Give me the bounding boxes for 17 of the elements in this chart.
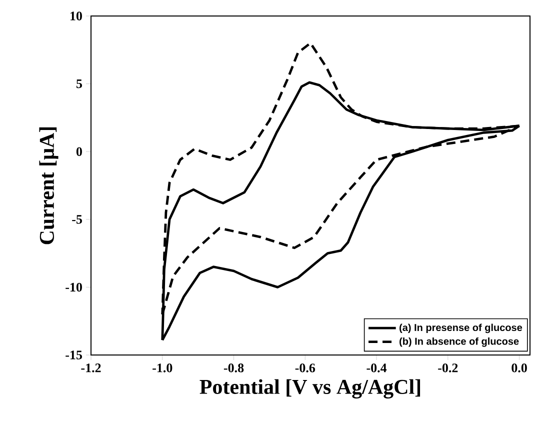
y-tick-label: -10 xyxy=(66,282,82,292)
x-tick-label: -0.6 xyxy=(295,364,316,372)
y-tick-label: -5 xyxy=(72,215,82,224)
x-tick-label: -0.2 xyxy=(438,364,458,372)
y-tick-label: 10 xyxy=(70,12,82,20)
x-tick-label: -1.2 xyxy=(81,364,101,372)
y-tick-label: -15 xyxy=(66,350,82,360)
y-axis-title: Current [μA] xyxy=(39,127,58,244)
y-tick-label: 0 xyxy=(76,147,82,156)
x-tick-label: -1.0 xyxy=(152,364,172,372)
legend-label: (b) In absence of glucose xyxy=(400,337,519,347)
y-tick-label: 5 xyxy=(76,79,82,88)
x-tick-label: -0.8 xyxy=(224,364,244,372)
x-axis-title: Potential [V vs Ag/AgCl] xyxy=(200,379,420,398)
legend-label: (a) In presense of glucose xyxy=(400,324,522,334)
x-tick-label: 0.0 xyxy=(512,364,527,372)
x-tick-label: -0.4 xyxy=(366,364,387,372)
